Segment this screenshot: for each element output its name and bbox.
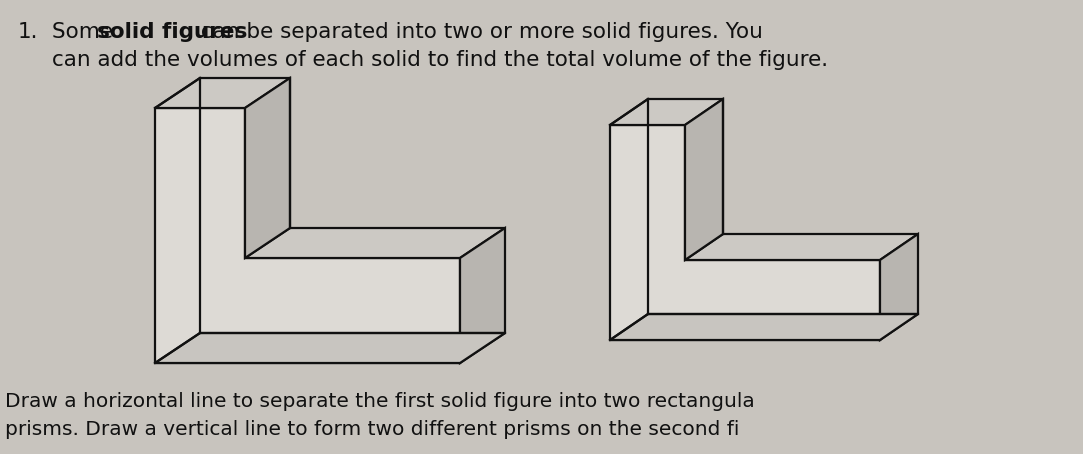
Polygon shape bbox=[686, 99, 723, 260]
Polygon shape bbox=[155, 333, 505, 363]
Text: 1.: 1. bbox=[18, 22, 39, 42]
Text: prisms. Draw a vertical line to form two different prisms on the second fi: prisms. Draw a vertical line to form two… bbox=[5, 420, 740, 439]
Polygon shape bbox=[610, 125, 880, 340]
Text: Draw a horizontal line to separate the first solid figure into two rectangula: Draw a horizontal line to separate the f… bbox=[5, 392, 755, 411]
Polygon shape bbox=[610, 314, 918, 340]
Polygon shape bbox=[245, 78, 290, 258]
Polygon shape bbox=[880, 234, 918, 340]
Polygon shape bbox=[686, 234, 918, 260]
Polygon shape bbox=[610, 99, 723, 125]
Text: Some: Some bbox=[52, 22, 120, 42]
Polygon shape bbox=[245, 228, 505, 258]
Polygon shape bbox=[155, 108, 460, 363]
Polygon shape bbox=[460, 228, 505, 363]
Text: solid figures: solid figures bbox=[97, 22, 247, 42]
Text: can be separated into two or more solid figures. You: can be separated into two or more solid … bbox=[194, 22, 762, 42]
Polygon shape bbox=[155, 78, 290, 108]
Text: can add the volumes of each solid to find the total volume of the figure.: can add the volumes of each solid to fin… bbox=[52, 50, 828, 70]
